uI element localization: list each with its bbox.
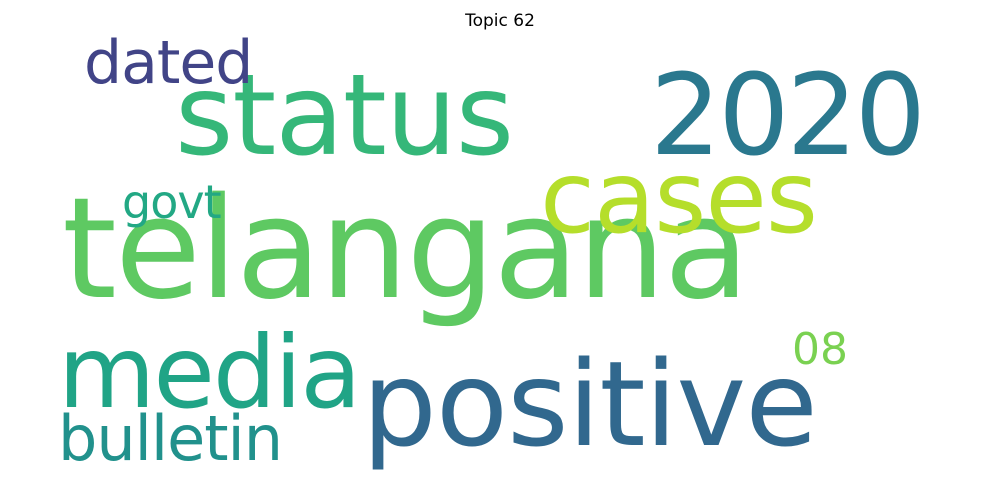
word-positive: positive [362,335,818,473]
word-media: media [58,314,361,431]
word-govt: govt [122,175,222,229]
word-08: 08 [792,324,848,375]
word-2020: 2020 [650,51,926,181]
word-cases: cases [540,139,818,256]
word-status: status [175,51,514,181]
word-bulletin: bulletin [58,402,283,475]
word-dated: dated [84,28,253,98]
word-telangana: telangana [62,168,750,331]
chart-title: Topic 62 [465,11,535,31]
